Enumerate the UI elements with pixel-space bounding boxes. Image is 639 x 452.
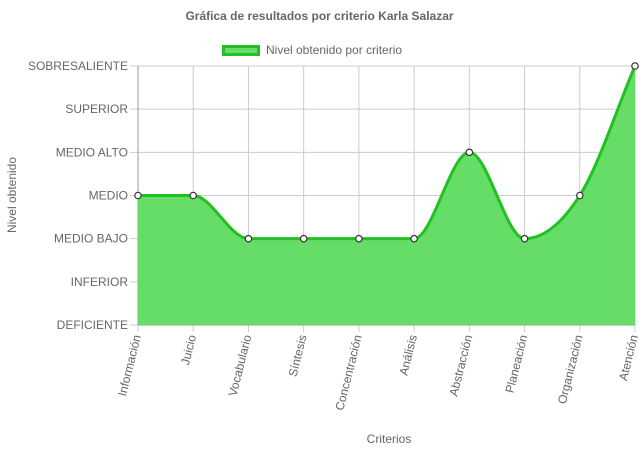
legend[interactable]: Nivel obtenido por criterio — [222, 42, 402, 58]
data-point — [410, 234, 418, 243]
data-point — [244, 234, 253, 243]
x-tick-label: Abstracción — [446, 333, 475, 397]
series-area — [138, 66, 635, 325]
x-tick-label: Información — [115, 333, 144, 397]
y-tick-label: SOBRESALIENTE — [28, 59, 128, 73]
data-point — [299, 234, 308, 243]
x-tick-label: Juicio — [178, 333, 199, 366]
data-point — [631, 62, 639, 70]
chart-title: Gráfica de resultados por criterio Karla… — [185, 9, 454, 23]
y-tick-label: SUPERIOR — [65, 102, 128, 116]
x-tick-label: Vocabulario — [226, 333, 255, 398]
x-tick-label: Atención — [616, 333, 639, 382]
y-tick-label: MEDIO BAJO — [54, 232, 128, 246]
data-point — [520, 234, 529, 243]
y-tick-label: MEDIO ALTO — [56, 145, 128, 159]
data-point — [189, 191, 198, 200]
x-tick-label: Organización — [555, 333, 586, 405]
data-point — [134, 191, 142, 200]
x-axis-title: Criterios — [366, 432, 412, 446]
y-tick-label: MEDIO — [89, 189, 128, 203]
x-tick-label: Concentración — [332, 333, 364, 411]
legend-swatch — [222, 44, 260, 56]
x-tick-label: Análisis — [396, 333, 420, 377]
data-point — [465, 148, 474, 157]
x-tick-label: Síntesis — [286, 333, 310, 378]
data-point — [355, 234, 363, 243]
y-tick-label: DEFICIENTE — [57, 318, 128, 332]
data-point — [575, 191, 584, 200]
y-tick-label: INFERIOR — [71, 275, 129, 289]
x-tick-label: Planeación — [503, 333, 531, 394]
legend-label: Nivel obtenido por criterio — [266, 43, 403, 57]
